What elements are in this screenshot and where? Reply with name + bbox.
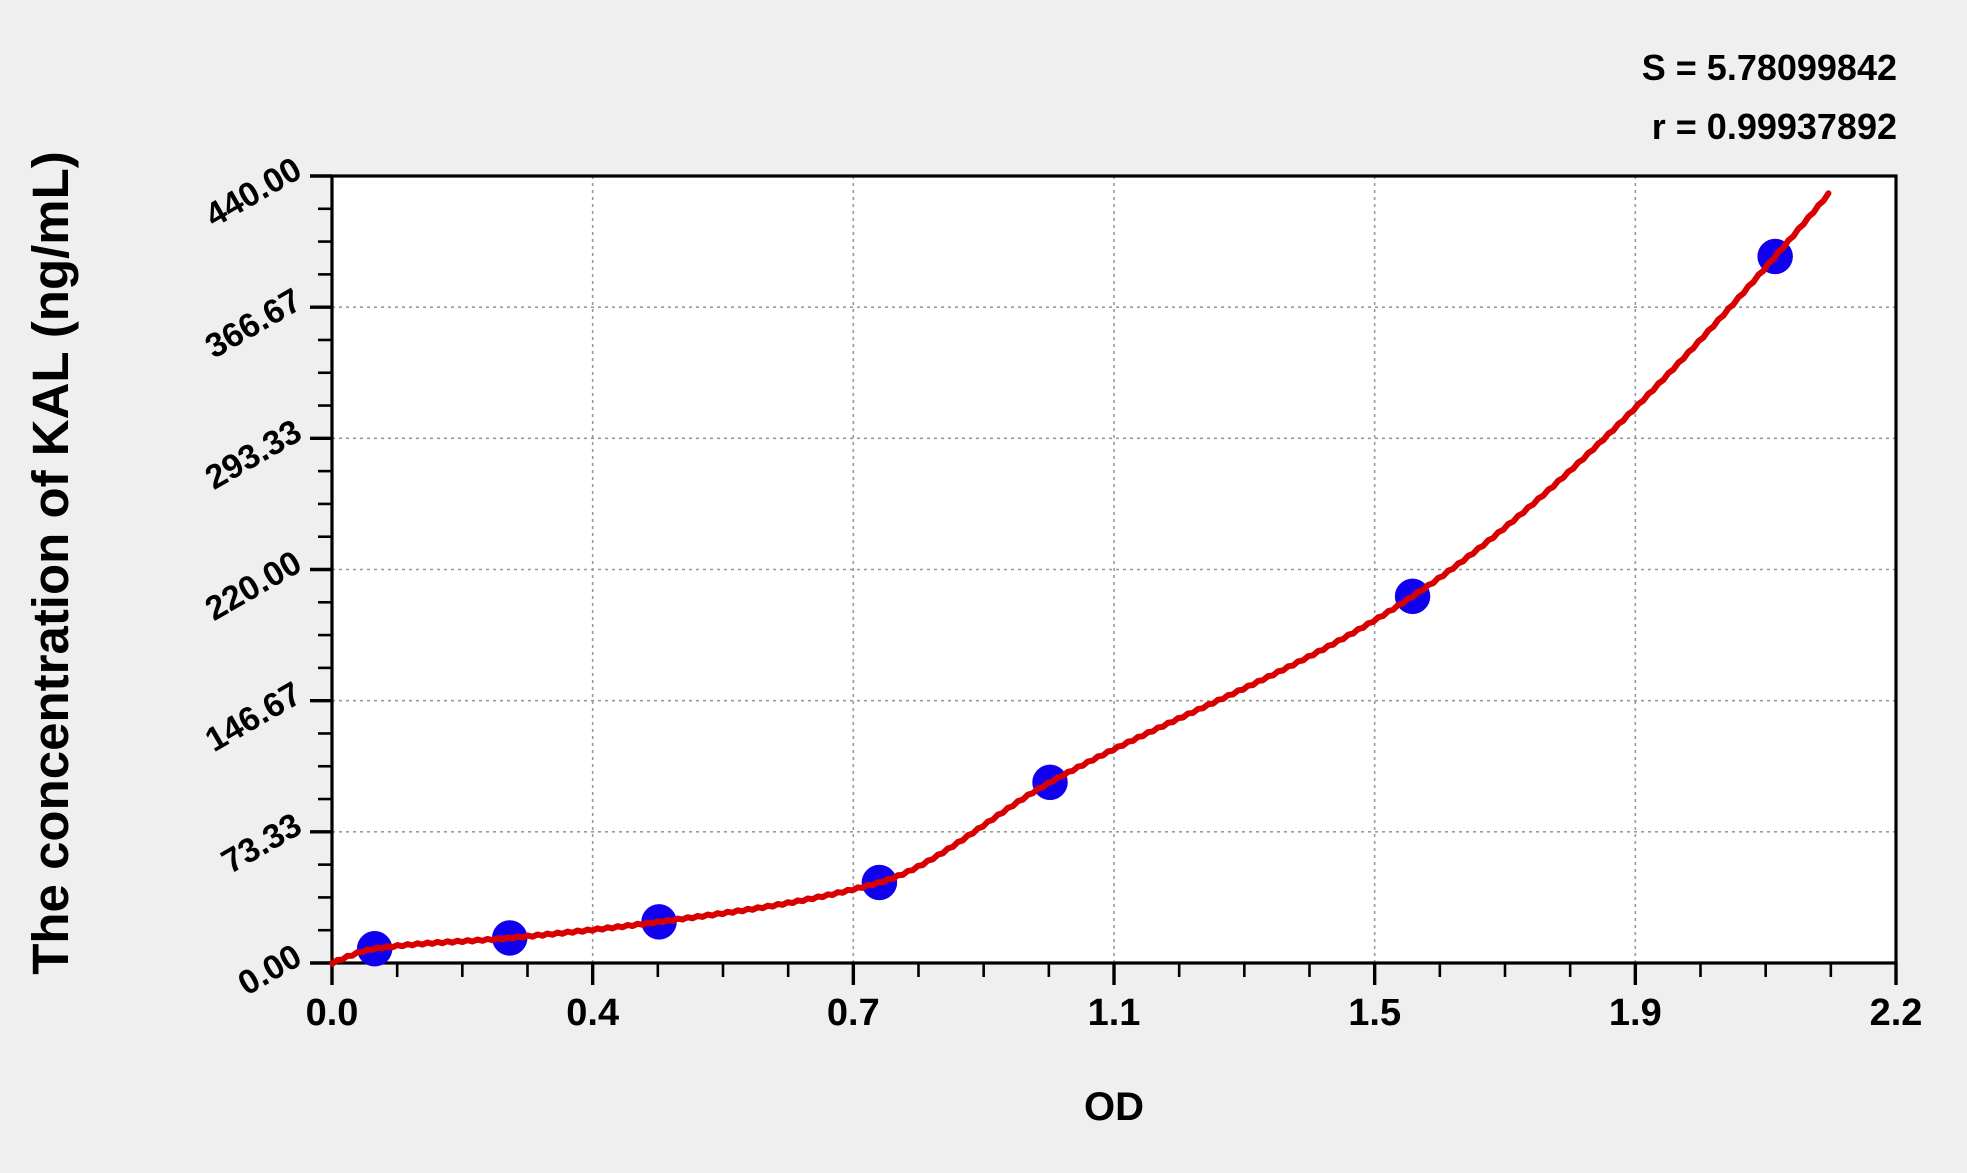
svg-text:The concentration of KAL (ng/m: The concentration of KAL (ng/mL)	[22, 151, 79, 975]
svg-text:1.9: 1.9	[1609, 992, 1662, 1034]
svg-text:0.0: 0.0	[306, 992, 359, 1034]
svg-text:1.1: 1.1	[1088, 992, 1141, 1034]
svg-text:0.4: 0.4	[566, 992, 619, 1034]
svg-text:2.2: 2.2	[1870, 992, 1923, 1034]
svg-text:1.5: 1.5	[1348, 992, 1401, 1034]
svg-text:0.7: 0.7	[827, 992, 880, 1034]
